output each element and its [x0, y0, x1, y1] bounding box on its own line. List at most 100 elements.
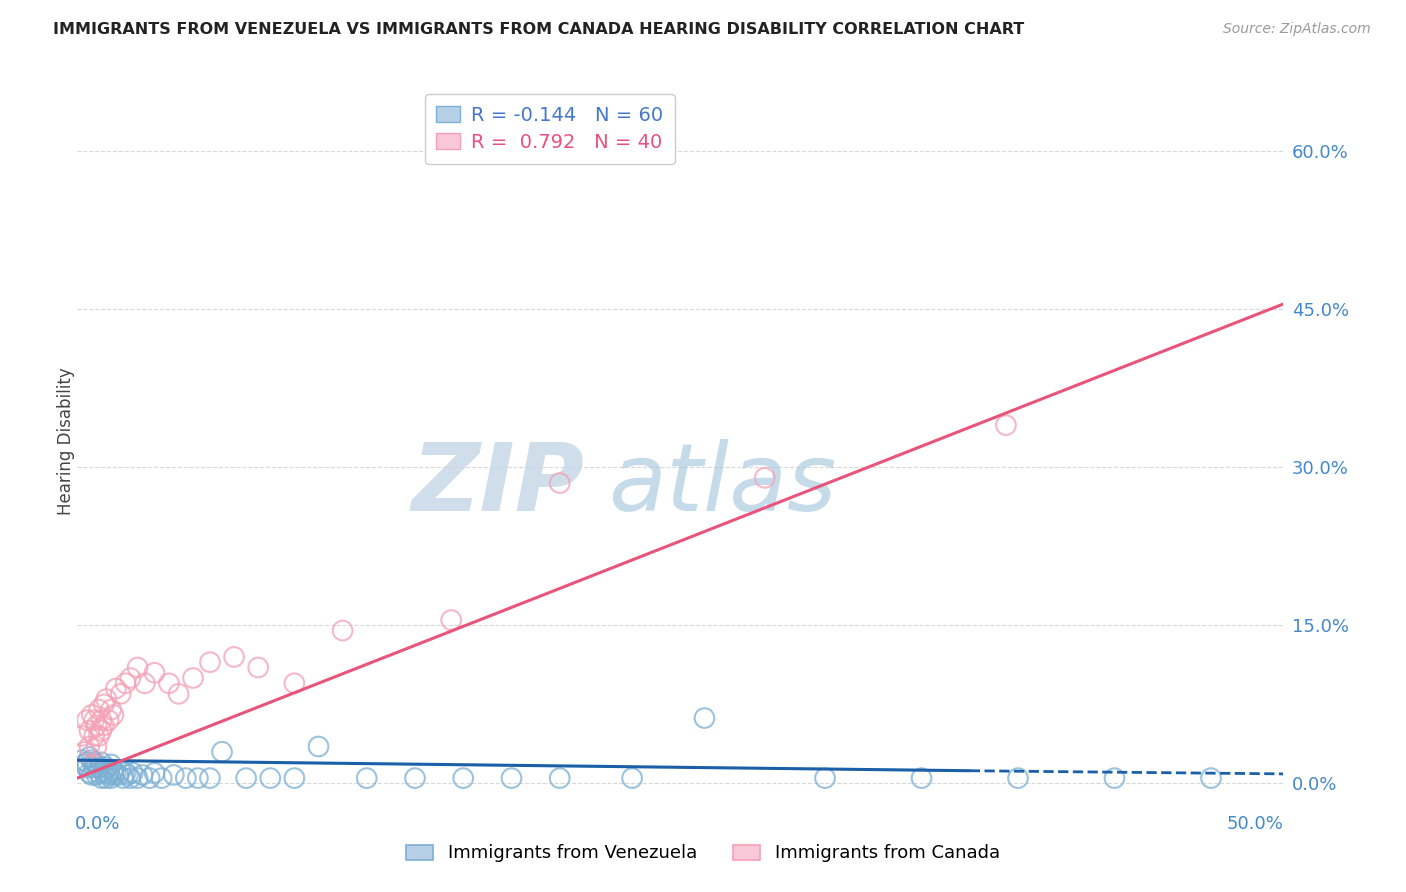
Point	[96, 692, 118, 706]
Point	[308, 739, 330, 754]
Point	[451, 771, 474, 785]
Point	[93, 764, 115, 778]
Point	[103, 768, 125, 782]
Point	[90, 713, 112, 727]
Point	[104, 765, 127, 780]
Point	[93, 718, 115, 732]
Point	[100, 771, 122, 785]
Point	[90, 756, 112, 770]
Point	[73, 757, 96, 772]
Point	[222, 649, 245, 664]
Point	[120, 671, 142, 685]
Point	[83, 756, 105, 770]
Point	[73, 745, 96, 759]
Point	[121, 765, 143, 780]
Point	[157, 676, 180, 690]
Point	[110, 764, 132, 778]
Point	[114, 765, 136, 780]
Point	[994, 418, 1017, 433]
Point	[117, 768, 139, 782]
Point	[114, 676, 136, 690]
Point	[910, 771, 932, 785]
Point	[548, 476, 571, 491]
Point	[90, 723, 112, 738]
Point	[76, 713, 98, 727]
Point	[112, 771, 135, 785]
Point	[87, 703, 110, 717]
Point	[174, 771, 197, 785]
Point	[1007, 771, 1029, 785]
Text: Source: ZipAtlas.com: Source: ZipAtlas.com	[1223, 22, 1371, 37]
Point	[211, 745, 233, 759]
Point	[356, 771, 378, 785]
Point	[404, 771, 426, 785]
Point	[80, 768, 103, 782]
Point	[1199, 771, 1222, 785]
Text: ZIP: ZIP	[411, 439, 583, 531]
Point	[86, 768, 108, 782]
Point	[127, 771, 149, 785]
Point	[198, 771, 221, 785]
Point	[754, 471, 776, 485]
Point	[283, 771, 305, 785]
Point	[440, 613, 463, 627]
Point	[87, 765, 110, 780]
Point	[100, 757, 122, 772]
Point	[143, 665, 166, 680]
Point	[80, 707, 103, 722]
Point	[181, 671, 204, 685]
Point	[76, 761, 98, 775]
Legend: Immigrants from Venezuela, Immigrants from Canada: Immigrants from Venezuela, Immigrants fr…	[399, 838, 1007, 870]
Point	[80, 753, 103, 767]
Point	[167, 687, 190, 701]
Point	[138, 771, 160, 785]
Point	[86, 718, 108, 732]
Y-axis label: Hearing Disability: Hearing Disability	[58, 368, 75, 515]
Point	[79, 723, 101, 738]
Point	[93, 698, 115, 712]
Point	[97, 768, 120, 782]
Point	[247, 660, 270, 674]
Point	[259, 771, 281, 785]
Point	[87, 761, 110, 775]
Point	[150, 771, 173, 785]
Point	[97, 765, 120, 780]
Point	[187, 771, 209, 785]
Point	[93, 765, 115, 780]
Point	[501, 771, 523, 785]
Point	[79, 739, 101, 754]
Point	[100, 703, 122, 717]
Point	[621, 771, 644, 785]
Point	[83, 761, 105, 775]
Point	[83, 713, 105, 727]
Point	[103, 764, 125, 778]
Legend: R = -0.144   N = 60, R =  0.792   N = 40: R = -0.144 N = 60, R = 0.792 N = 40	[425, 95, 675, 163]
Point	[283, 676, 305, 690]
Point	[86, 739, 108, 754]
Point	[103, 707, 125, 722]
Point	[163, 768, 186, 782]
Point	[332, 624, 354, 638]
Point	[198, 655, 221, 669]
Point	[131, 768, 153, 782]
Point	[107, 768, 129, 782]
Point	[814, 771, 837, 785]
Point	[70, 753, 93, 767]
Point	[70, 729, 93, 743]
Point	[96, 761, 118, 775]
Point	[120, 771, 142, 785]
Point	[548, 771, 571, 785]
Point	[83, 729, 105, 743]
Text: atlas: atlas	[607, 439, 837, 530]
Point	[127, 660, 149, 674]
Point	[110, 687, 132, 701]
Point	[96, 771, 118, 785]
Point	[90, 771, 112, 785]
Text: 50.0%: 50.0%	[1226, 815, 1284, 833]
Point	[235, 771, 257, 785]
Text: IMMIGRANTS FROM VENEZUELA VS IMMIGRANTS FROM CANADA HEARING DISABILITY CORRELATI: IMMIGRANTS FROM VENEZUELA VS IMMIGRANTS …	[53, 22, 1025, 37]
Text: 0.0%: 0.0%	[75, 815, 121, 833]
Point	[693, 711, 716, 725]
Point	[97, 713, 120, 727]
Point	[79, 750, 101, 764]
